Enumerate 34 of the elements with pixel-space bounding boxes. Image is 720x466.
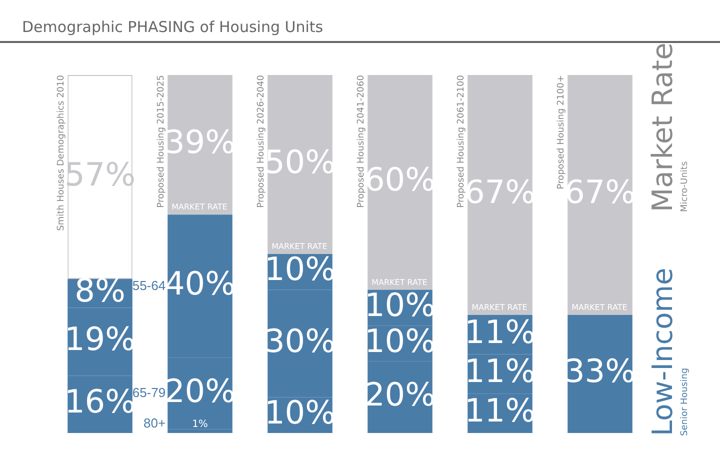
data-label: 10% bbox=[364, 322, 436, 360]
text: Micro-Units bbox=[680, 161, 690, 212]
data-label: 33% bbox=[564, 352, 636, 390]
data-label: 8% bbox=[74, 272, 126, 310]
data-label: 20% bbox=[164, 372, 236, 410]
bar bbox=[468, 75, 532, 315]
x-tick-label: Proposed Housing 2041-2060 bbox=[356, 74, 366, 208]
x-tick-label: Proposed Housing 2100+ bbox=[556, 75, 566, 190]
bar bbox=[368, 75, 432, 290]
data-label: 1% bbox=[192, 419, 208, 430]
chart-title: Demographic PHASING of Housing Units bbox=[22, 18, 324, 36]
x-tick-label: Proposed Housing 2026-2040 bbox=[256, 74, 266, 208]
data-label: 19% bbox=[64, 320, 136, 358]
data-label: 11% bbox=[464, 392, 536, 430]
data-label: 11% bbox=[464, 352, 536, 390]
text: Market Rate bbox=[646, 42, 679, 212]
data-label: 10% bbox=[264, 250, 336, 288]
text: Senior Housing bbox=[680, 368, 690, 436]
x-tick-label: Proposed Housing 2061-2100 bbox=[456, 74, 466, 208]
data-label: 30% bbox=[264, 322, 336, 360]
series-label: 80+ bbox=[144, 416, 166, 431]
bar bbox=[168, 75, 232, 215]
data-label: 11% bbox=[464, 312, 536, 351]
x-tick-label: Proposed Housing 2015-2025 bbox=[156, 75, 166, 208]
series-label: 55-64 bbox=[132, 278, 166, 293]
data-label: 10% bbox=[264, 393, 336, 432]
x-tick-label: Smith Houses Demographics 2010 bbox=[56, 74, 66, 231]
data-label: 20% bbox=[364, 376, 436, 414]
bar bbox=[568, 314, 632, 433]
text: Low-Income bbox=[646, 268, 679, 436]
data-label: 10% bbox=[364, 286, 436, 324]
bar bbox=[568, 75, 632, 315]
data-label: 40% bbox=[164, 264, 236, 303]
bar bbox=[268, 75, 332, 254]
